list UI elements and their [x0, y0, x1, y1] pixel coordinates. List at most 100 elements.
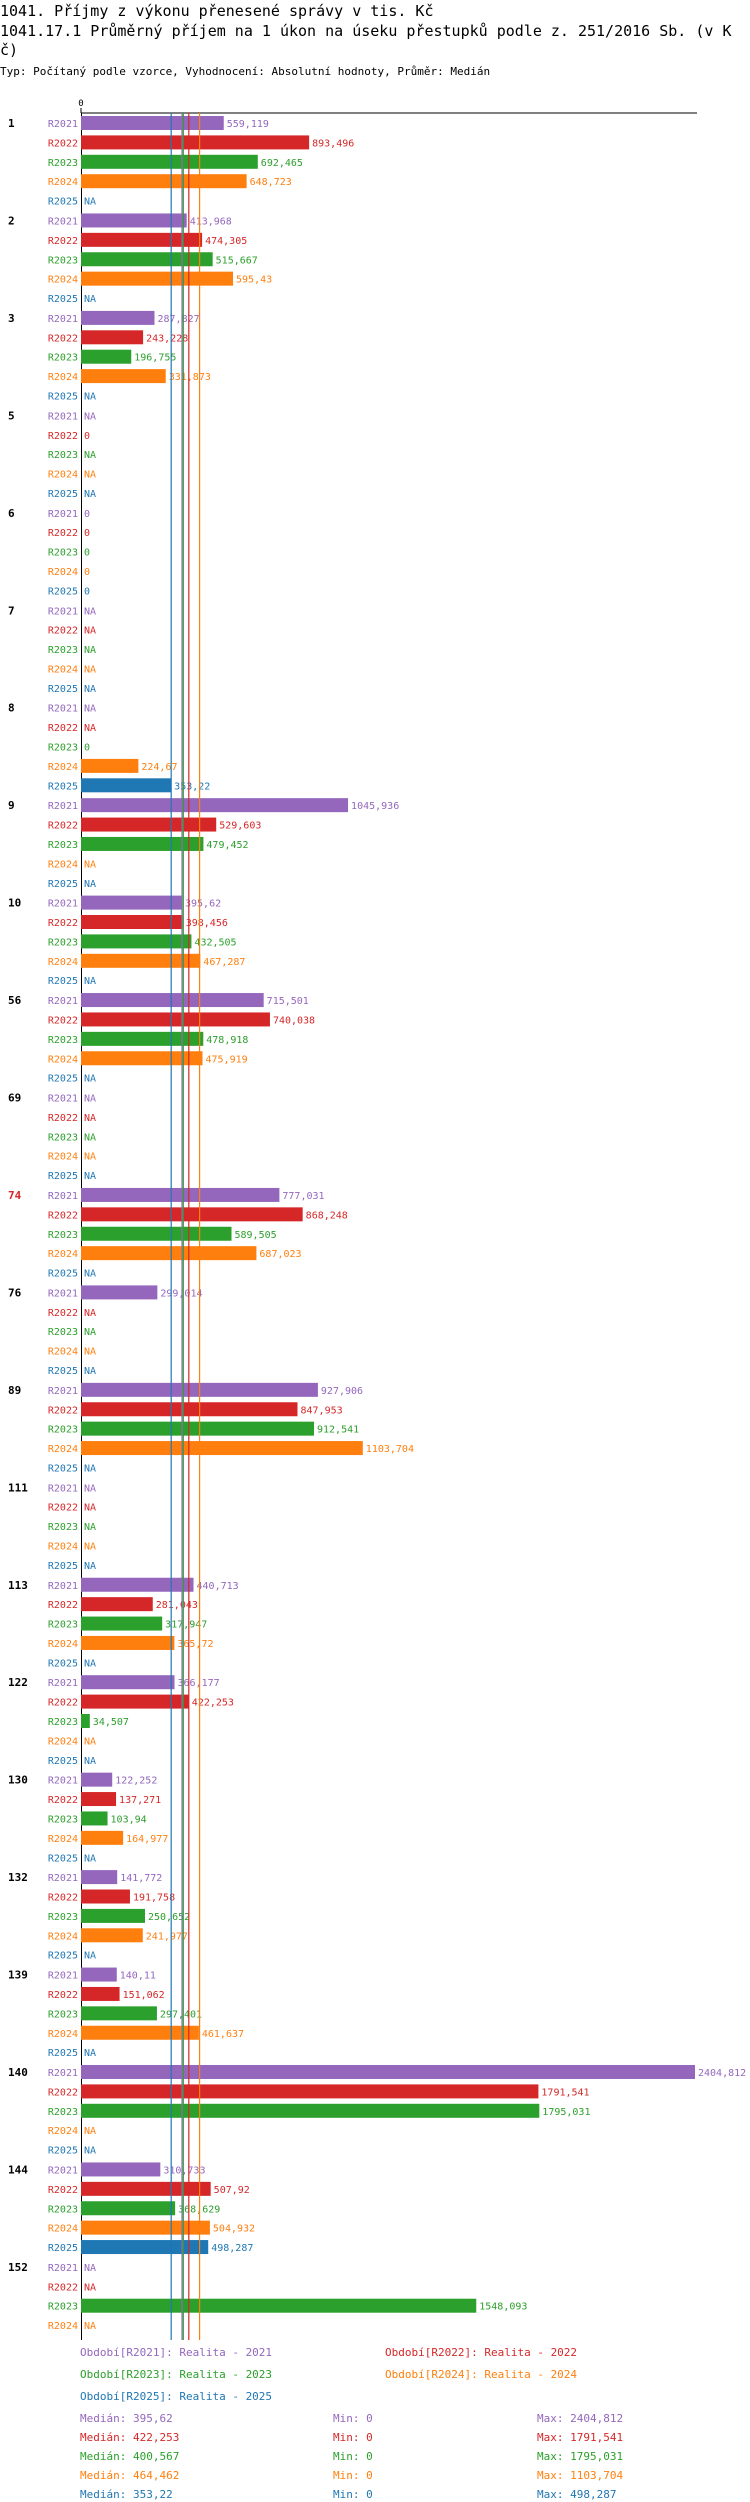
series-label: R2021: [48, 509, 78, 520]
bar: [81, 895, 183, 910]
data-label: NA: [84, 1347, 96, 1358]
series-label: R2022: [48, 1503, 78, 1514]
series-label: R2022: [48, 431, 78, 442]
data-label: 474,305: [205, 236, 247, 247]
series-label: R2023: [48, 840, 78, 851]
series-label: R2022: [48, 1795, 78, 1806]
series-label: R2022: [48, 1893, 78, 1904]
data-label: 1103,704: [366, 1444, 414, 1455]
bar: [81, 1889, 130, 1904]
series-label: R2023: [48, 1035, 78, 1046]
data-label: NA: [84, 626, 96, 637]
data-label: NA: [84, 2048, 96, 2059]
data-label: 0: [84, 431, 90, 442]
data-label: NA: [84, 2146, 96, 2157]
bar: [81, 993, 264, 1008]
data-label: NA: [84, 704, 96, 715]
series-label: R2022: [48, 1600, 78, 1611]
series-label: R2021: [48, 801, 78, 812]
series-label: R2022: [48, 1113, 78, 1124]
bar: [81, 1031, 204, 1046]
data-label: NA: [84, 2263, 96, 2274]
series-label: R2022: [48, 2282, 78, 2293]
data-label: 331,873: [169, 372, 211, 383]
bar: [81, 798, 349, 813]
data-label: NA: [84, 392, 96, 403]
series-label: R2022: [48, 236, 78, 247]
bar-chart: 0 1 R2021 559,119 R2022 893,496 R2023 692,465 R2…: [8, 99, 746, 2340]
series-label: R2023: [48, 1132, 78, 1143]
data-label: 692,465: [261, 158, 303, 169]
data-label: 461,637: [202, 2029, 244, 2040]
data-label: 241,977: [146, 1931, 188, 1942]
data-label: 1548,093: [479, 2302, 527, 2313]
stat-min: Min: 0: [333, 2431, 373, 2444]
data-label: 366,177: [177, 1678, 219, 1689]
series-label: R2023: [48, 353, 78, 364]
stat-median: Medián: 353,22: [80, 2488, 173, 2501]
series-label: R2022: [48, 1405, 78, 1416]
stat-min: Min: 0: [333, 2469, 373, 2482]
group-label: 5: [8, 409, 15, 422]
bar: [81, 213, 187, 228]
group-label: 140: [8, 2066, 28, 2079]
data-label: 475,919: [206, 1054, 248, 1065]
data-label: 595,43: [236, 275, 272, 286]
group-label: 111: [8, 1481, 28, 1494]
bar: [81, 116, 224, 130]
data-label: 648,723: [250, 177, 292, 188]
bar: [81, 2181, 211, 2196]
data-label: 0: [84, 528, 90, 539]
data-label: NA: [84, 859, 96, 870]
stat-median: Medián: 400,567: [80, 2450, 180, 2463]
bar: [81, 915, 183, 929]
data-label: NA: [84, 645, 96, 656]
bar: [81, 1246, 257, 1261]
series-label: R2022: [48, 626, 78, 637]
group-label: 130: [8, 1774, 28, 1787]
series-label: R2022: [48, 333, 78, 344]
series-label: R2021: [48, 1581, 78, 1592]
series-label: R2024: [48, 859, 78, 870]
data-label: 1791,541: [541, 2087, 589, 2098]
series-label: R2022: [48, 1210, 78, 1221]
data-label: NA: [84, 2282, 96, 2293]
bar: [81, 817, 217, 832]
series-label: R2025: [48, 1463, 78, 1474]
series-label: R2022: [48, 1308, 78, 1319]
bar: [81, 174, 247, 189]
series-label: R2024: [48, 1639, 78, 1650]
series-label: R2021: [48, 1094, 78, 1105]
data-label: 398,456: [186, 918, 228, 929]
data-label: 440,713: [197, 1581, 239, 1592]
bar: [81, 1421, 314, 1436]
data-label: NA: [84, 1366, 96, 1377]
data-label: NA: [84, 1094, 96, 1105]
bar: [81, 1928, 143, 1943]
data-label: 224,67: [141, 762, 177, 773]
group-label: 132: [8, 1871, 28, 1884]
group-label: 56: [8, 994, 22, 1007]
series-label: R2022: [48, 2087, 78, 2098]
series-label: R2024: [48, 1931, 78, 1942]
bar: [81, 1830, 124, 1845]
series-label: R2024: [48, 1347, 78, 1358]
data-label: 151,062: [123, 1990, 165, 2001]
series-label: R2024: [48, 470, 78, 481]
data-label: NA: [84, 684, 96, 695]
series-label: R2025: [48, 1561, 78, 1572]
series-label: R2023: [48, 2302, 78, 2313]
data-label: NA: [84, 723, 96, 734]
bar: [81, 2201, 176, 2216]
data-label: NA: [84, 197, 96, 208]
data-label: NA: [84, 664, 96, 675]
group-label: 10: [8, 897, 21, 910]
bar: [81, 1792, 117, 1807]
series-label: R2022: [48, 2185, 78, 2196]
series-label: R2022: [48, 138, 78, 149]
series-label: R2021: [48, 1483, 78, 1494]
data-label: 287,827: [157, 314, 199, 325]
stat-median: Medián: 422,253: [80, 2431, 180, 2444]
series-label: R2025: [48, 1366, 78, 1377]
data-label: NA: [84, 1522, 96, 1533]
